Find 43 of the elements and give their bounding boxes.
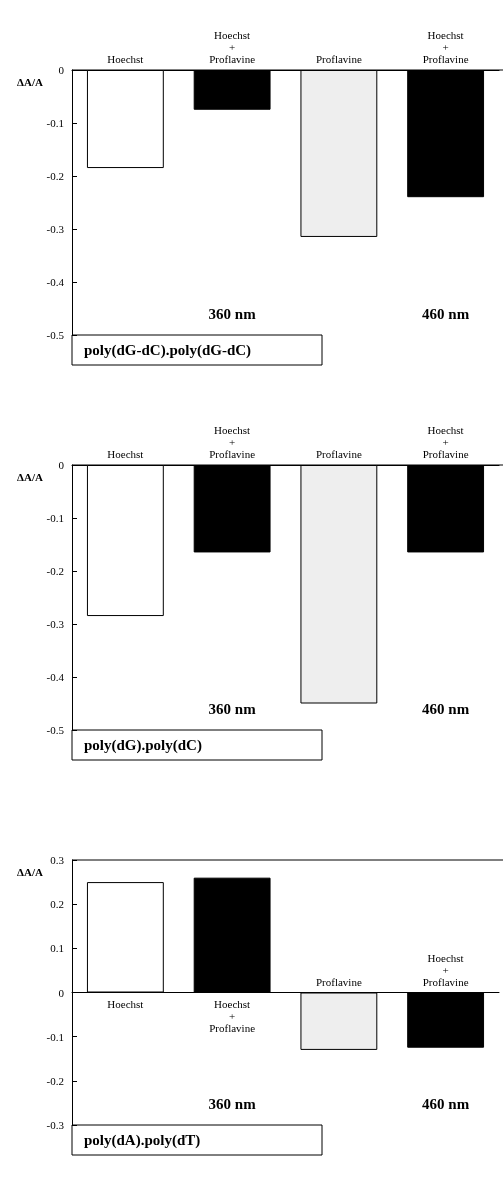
y-tick-label: 0: [58, 64, 65, 76]
y-tick-label: -0.2: [46, 1074, 64, 1087]
y-axis-title: ΔA/A: [17, 471, 43, 483]
annotation: 460 nm: [422, 305, 470, 322]
x-tick-label: Hoechst: [107, 448, 144, 460]
x-tick-label: Hoechst + Proflavine: [209, 424, 256, 460]
x-tick-label: Hoechst + Proflavine: [422, 424, 469, 460]
y-tick-label: 0: [58, 459, 65, 471]
x-tick-label: Hoechst: [107, 53, 144, 65]
annotation: 460 nm: [422, 1095, 470, 1112]
y-tick-label: -0.4: [46, 671, 65, 683]
y-tick-label: 0: [58, 986, 65, 999]
x-tick-label: Proflavine: [315, 53, 362, 65]
y-tick-label: -0.3: [46, 223, 65, 235]
y-tick-label: -0.5: [46, 329, 65, 341]
y-tick-label: -0.3: [46, 1119, 65, 1131]
x-tick-label: Hoechst + Proflavine: [422, 951, 469, 988]
annotation: 360 nm: [208, 1095, 257, 1112]
y-tick-label: -0.3: [46, 618, 65, 630]
y-axis-title: ΔA/A: [17, 76, 43, 88]
x-tick-label: Hoechst + Proflavine: [209, 29, 256, 65]
y-tick-label: -0.2: [46, 565, 64, 577]
annotation: 460 nm: [422, 700, 470, 717]
y-tick-label: -0.2: [46, 170, 64, 182]
y-axis-title: ΔA/A: [17, 866, 43, 878]
y-tick-label: -0.4: [46, 276, 65, 288]
x-axis-title: poly(dG).poly(dC): [84, 737, 202, 754]
y-tick-label: 0.1: [50, 942, 64, 955]
x-tick-label: Proflavine: [315, 975, 362, 988]
annotation: 360 nm: [208, 700, 257, 717]
y-tick-label: 0.3: [50, 854, 65, 866]
y-tick-label: -0.1: [46, 512, 64, 524]
x-tick-label: Proflavine: [315, 448, 362, 460]
y-tick-label: -0.5: [46, 724, 65, 736]
x-tick-label: Hoechst + Proflavine: [422, 29, 469, 65]
x-axis-title: poly(dG-dC).poly(dG-dC): [84, 342, 252, 359]
y-tick-label: 0.2: [50, 898, 64, 911]
y-tick-label: -0.1: [46, 117, 64, 129]
y-tick-label: -0.1: [46, 1030, 64, 1043]
x-axis-title: poly(dA).poly(dT): [84, 1132, 201, 1149]
annotation: 360 nm: [208, 305, 257, 322]
x-tick-label: Hoechst + Proflavine: [209, 997, 256, 1034]
x-tick-label: Hoechst: [107, 997, 144, 1010]
